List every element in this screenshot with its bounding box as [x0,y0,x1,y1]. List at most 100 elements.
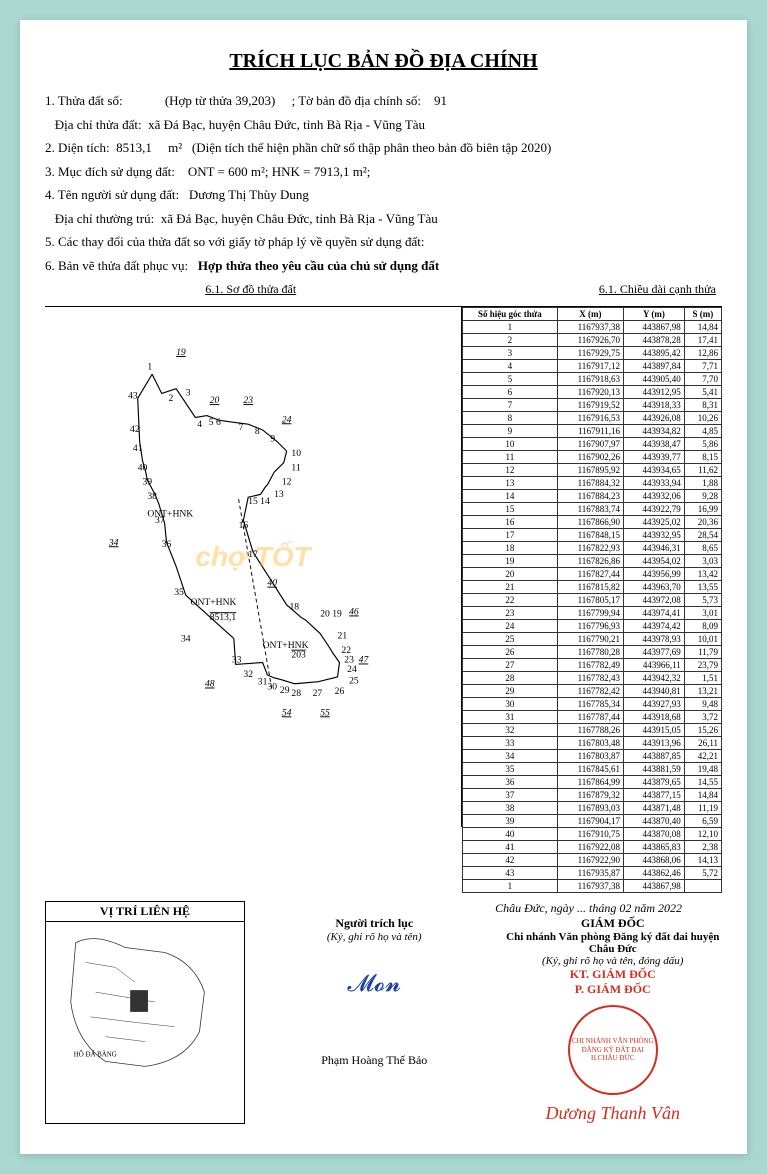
table-cell: 41 [463,841,558,854]
vertex-18: 18 [290,602,300,613]
table-cell: 43 [463,867,558,880]
table-cell: 11,79 [684,646,721,659]
area-note: (Diện tích thể hiện phần chữ số thập phâ… [192,140,551,155]
table-cell: 9,28 [684,490,721,503]
table-cell: 443867,98 [624,321,685,334]
table-cell: 27 [463,659,558,672]
table-cell: 7,71 [684,360,721,373]
table-cell: 443974,41 [624,607,685,620]
table-row: 391167904,17443870,406,59 [463,815,722,828]
table-cell: 443978,93 [624,633,685,646]
table-cell [684,880,721,893]
table-row: 201167827,44443956,9913,42 [463,568,722,581]
parcel-no-line: 1. Thửa đất số: (Hợp từ thửa 39,203) ; T… [45,91,722,111]
table-row: 191167826,86443954,023,03 [463,555,722,568]
table-cell: 38 [463,802,558,815]
table-cell: 10 [463,438,558,451]
table-cell: 20,36 [684,516,721,529]
area-center: 8513,1 [210,612,237,623]
table-row: 51167918,63443905,407,70 [463,373,722,386]
sig-right-org: Chi nhánh Văn phòng Đăng ký đất đai huyệ… [504,931,723,955]
table-cell: 14,13 [684,854,721,867]
sig-left: Người trích lục (Ký, ghi rõ họ và tên) 𝓜… [265,916,484,1124]
location-map: VỊ TRÍ LIÊN HỆ HỒ ĐÁ BÀNG [45,901,245,1124]
table-row: 211167815,82443963,7013,55 [463,581,722,594]
adj-54: 54 [282,707,292,718]
table-cell: 1167782,42 [557,685,623,698]
table-cell: 443897,84 [624,360,685,373]
table-header: S (m) [684,308,721,321]
table-cell: 443932,95 [624,529,685,542]
table-cell: 443862,46 [624,867,685,880]
table-cell: 1167782,49 [557,659,623,672]
table-row: 131167884,32443933,941,88 [463,477,722,490]
table-cell: 443963,70 [624,581,685,594]
table-cell: 9 [463,425,558,438]
table-cell: 29 [463,685,558,698]
vertex-34: 34 [181,633,191,644]
adj-48: 48 [205,679,215,690]
vertex-32: 32 [243,669,253,680]
vertex-1: 1 [147,361,152,372]
area-label: 2. Diện tích: [45,140,110,155]
sig-right: GIÁM ĐỐC Chi nhánh Văn phòng Đăng ký đất… [504,916,723,1124]
table-cell: 19,48 [684,763,721,776]
table-cell: 1167937,38 [557,880,623,893]
table-cell: 1167803,48 [557,737,623,750]
table-cell: 443926,08 [624,412,685,425]
table-cell: 1167883,74 [557,503,623,516]
table-row: 31167929,75443895,4212,86 [463,347,722,360]
vertex-1920: 20 19 [320,608,342,619]
vertex-21: 21 [338,630,348,641]
table-cell: 1167827,44 [557,568,623,581]
vertex-40: 40 [138,462,148,473]
table-cell: 1167935,87 [557,867,623,880]
table-cell: 17,41 [684,334,721,347]
table-cell: 443942,32 [624,672,685,685]
table-cell: 33 [463,737,558,750]
vertex-9: 9 [270,434,275,445]
table-cell: 16,99 [684,503,721,516]
addr-value: xã Đá Bạc, huyện Châu Đức, tỉnh Bà Rịa -… [148,117,425,132]
table-row: 231167799,94443974,413,01 [463,607,722,620]
table-cell: 1167805,17 [557,594,623,607]
table-cell: 1167879,32 [557,789,623,802]
table-row: 181167822,93443946,318,65 [463,542,722,555]
table-cell: 443867,98 [624,880,685,893]
owner-line: 4. Tên người sử dụng đất: Dương Thị Thùy… [45,185,722,205]
table-cell: 13,42 [684,568,721,581]
document-page: TRÍCH LỤC BẢN ĐỒ ĐỊA CHÍNH 1. Thửa đất s… [20,20,747,1154]
table-cell: 19 [463,555,558,568]
table-cell: 1167884,32 [557,477,623,490]
table-cell: 443932,06 [624,490,685,503]
table-cell: 1167848,15 [557,529,623,542]
table-cell: 15,26 [684,724,721,737]
vertex-38: 38 [147,491,157,502]
use-line: 3. Mục đích sử dụng đất: ONT = 600 m²; H… [45,162,722,182]
vertex-28: 28 [291,688,301,699]
table-cell: 36 [463,776,558,789]
signature-area: Châu Đức, ngày ... tháng 02 năm 2022 Ngư… [245,901,722,1124]
vertex-25: 25 [349,676,359,687]
table-cell: 2 [463,334,558,347]
table-cell: 1167910,75 [557,828,623,841]
table-cell: 11,19 [684,802,721,815]
table-cell: 1167826,86 [557,555,623,568]
table-header: X (m) [557,308,623,321]
table-cell: 443912,95 [624,386,685,399]
vertex-12: 12 [282,477,292,488]
table-cell: 6,59 [684,815,721,828]
table-cell: 443918,68 [624,711,685,724]
owner-label: 4. Tên người sử dụng đất: [45,187,179,202]
table-row: 331167803,48443913,9626,11 [463,737,722,750]
adj-46: 46 [349,606,359,617]
table-row: 371167879,32443877,1514,84 [463,789,722,802]
table-row: 321167788,26443915,0515,26 [463,724,722,737]
table-cell: 443966,11 [624,659,685,672]
table-row: 221167805,17443972,085,73 [463,594,722,607]
table-row: 291167782,42443940,8113,21 [463,685,722,698]
table-cell: 14,55 [684,776,721,789]
table-cell: 6 [463,386,558,399]
table-cell: 1167907,97 [557,438,623,451]
table-cell: 14 [463,490,558,503]
